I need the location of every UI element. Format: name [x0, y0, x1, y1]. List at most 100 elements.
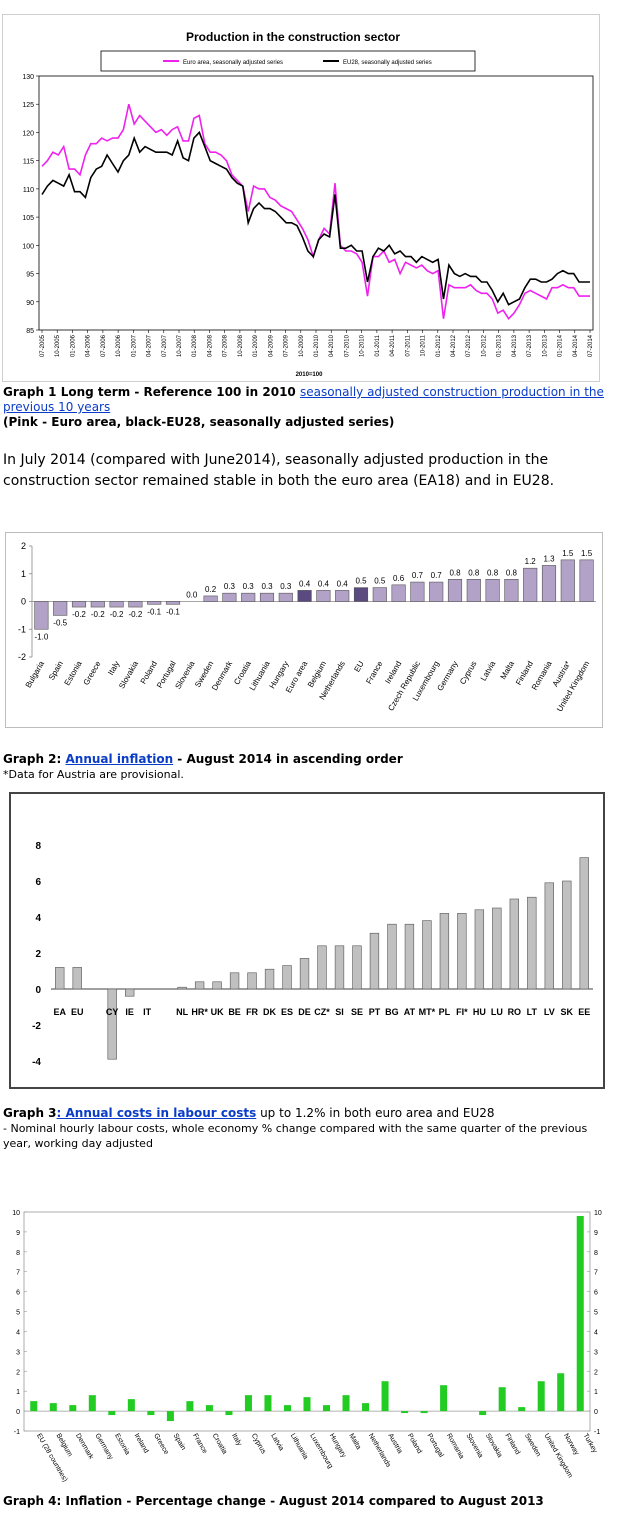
graph2-caption-link[interactable]: Annual inflation	[65, 752, 174, 766]
graph4-xtick-france: France	[191, 1433, 208, 1455]
graph3-bar-fr	[247, 972, 257, 990]
graph4-bar-finland	[498, 1387, 506, 1412]
graph1-xtick-10-2006: 10-2006	[116, 334, 122, 357]
graph2-xtick-france: France	[364, 659, 385, 686]
graph3-xtick-es: ES	[281, 1007, 293, 1017]
graph1-xtick-01-2010: 01-2010	[314, 334, 320, 357]
graph3-bar-fi	[457, 913, 467, 990]
graph1-ytick-115: 115	[23, 159, 34, 166]
graph1-xtick-07-2008: 07-2008	[223, 334, 229, 357]
graph4-bar-croatia	[205, 1405, 213, 1412]
graph4-bar-estonia	[108, 1411, 116, 1416]
graph4-ytick-right-7: 7	[594, 1270, 598, 1277]
graph4-xtick-italy: Italy	[230, 1433, 243, 1448]
graph2-bar-denmark	[222, 592, 237, 602]
graph4-bar-germany	[88, 1395, 96, 1412]
graph4-xtick-hungary: Hungary	[328, 1433, 348, 1460]
graph3-xtick-nl: NL	[176, 1007, 188, 1017]
graph2-bar-estonia	[71, 601, 87, 608]
graph4-bar-austria	[381, 1381, 389, 1412]
graph4-xtick-austria: Austria	[386, 1433, 403, 1455]
graph3-xtick-pl: PL	[439, 1007, 451, 1017]
graph3-xtick-uk: UK	[211, 1007, 224, 1017]
graph1-ytick-90: 90	[26, 300, 34, 307]
graph4-ytick-left-4: 4	[16, 1329, 20, 1336]
graph2-value-czech-republic: 0.7	[412, 571, 424, 580]
graph2-value-poland: -0.1	[147, 607, 161, 616]
graph1-xtick-04-2010: 04-2010	[329, 334, 335, 357]
graph3-xtick-cz: CZ*	[314, 1007, 330, 1017]
graph4-ytick-left-1: 1	[16, 1389, 20, 1396]
graph2-bar-austria	[560, 559, 575, 602]
graph3-note: - Nominal hourly labour costs, whole eco…	[3, 1122, 588, 1150]
graph3-ytick-6: 6	[35, 877, 41, 888]
graph2-bar-greece	[90, 601, 105, 608]
graph3-xtick-se: SE	[351, 1007, 363, 1017]
graph4-xtick-croatia: Croatia	[211, 1433, 228, 1456]
graph1-ytick-100: 100	[22, 243, 34, 250]
graph3-ytick-8: 8	[35, 841, 41, 852]
graph2-bar-euro-area	[297, 590, 312, 602]
graph1-series-eu28-seasonally-adjusted-series	[41, 130, 590, 306]
graph3-caption-link[interactable]: : Annual costs in labour costs	[56, 1106, 257, 1120]
graph3-xtick-lt: LT	[527, 1007, 538, 1017]
graph4-xtick-sweden: Sweden	[523, 1433, 542, 1458]
graph2-bar-belgium	[316, 590, 331, 602]
graph2-bar-united-kingdom	[579, 559, 594, 602]
graph1-legend-box	[100, 50, 476, 72]
graph4-xtick-germany: Germany	[94, 1433, 115, 1462]
graph4-bar-italy	[225, 1411, 233, 1416]
graph1-xtick-01-2013: 01-2013	[497, 334, 503, 357]
graph2-value-denmark: 0.3	[224, 582, 236, 591]
graph2-bar-poland	[147, 601, 162, 605]
graph2-value-ireland: 0.6	[393, 574, 405, 583]
graph4-ytick-right-1: 1	[594, 1389, 598, 1396]
graph4-bar-spain	[166, 1411, 174, 1422]
graph1-xtick-07-2012: 07-2012	[466, 334, 472, 357]
graph2-value-greece: -0.2	[91, 610, 105, 619]
graph3-xtick-at: AT	[404, 1007, 416, 1017]
graph2-value-united-kingdom: 1.5	[581, 549, 593, 558]
graph1-ytick-110: 110	[23, 187, 34, 194]
graph3-xtick-hu: HU	[473, 1007, 486, 1017]
graph2-value-italy: -0.2	[110, 610, 124, 619]
graph4-ytick-right-4: 4	[594, 1329, 598, 1336]
graph4-plot-area	[23, 1211, 591, 1432]
graph4-bar-slovakia	[479, 1411, 487, 1416]
graph3-bar-lv	[544, 882, 554, 990]
graph3-xtick-pt: PT	[369, 1007, 381, 1017]
graph3-xtick-ro: RO	[508, 1007, 522, 1017]
graph3-bar-eu	[72, 967, 82, 990]
graph4-ytick-right-9: 9	[594, 1230, 598, 1237]
graph4-xtick-estonia: Estonia	[113, 1433, 131, 1457]
graph1-xtick-01-2006: 01-2006	[70, 334, 76, 357]
graph3-bar-lt	[527, 896, 537, 990]
graph3-xtick-cy: CY	[106, 1007, 119, 1017]
graph2-bar-france	[372, 587, 387, 602]
graph3-ytick-4: 4	[35, 913, 41, 924]
graph2-value-romania: 1.3	[543, 554, 555, 563]
graph3-xtick-ie: IE	[125, 1007, 134, 1017]
graph3-bar-hr	[194, 981, 205, 990]
graph2-value-germany: 0.8	[449, 568, 461, 577]
graph4-xtick-slovenia: Slovenia	[464, 1433, 484, 1460]
graph4-ytick-left-10: 10	[12, 1210, 20, 1217]
graph1-xtick-10-2012: 10-2012	[481, 334, 487, 357]
graph2-ytick-0: 0	[21, 597, 26, 607]
graph3-ytick-0: 0	[35, 985, 41, 996]
graph1-xtick-07-2007: 07-2007	[162, 334, 168, 357]
graph1-caption-link[interactable]: seasonally adjusted construction product…	[3, 385, 604, 414]
graph2-value-euro-area: 0.4	[299, 579, 311, 588]
graph3-xtick-si: SI	[335, 1007, 344, 1017]
graph4-ytick-right-10: 10	[594, 1210, 602, 1217]
graph1-xtick-04-2009: 04-2009	[268, 334, 274, 357]
graph3-bar-lu	[492, 907, 502, 990]
graph3-xtick-dk: DK	[263, 1007, 276, 1017]
graph3-caption: Graph 3: Annual costs in labour costs up…	[3, 1106, 613, 1151]
graph2-bar-ireland	[391, 584, 406, 602]
graph3-caption-lead: Graph 3	[3, 1106, 57, 1120]
graph4-xtick-norway: Norway	[562, 1433, 580, 1457]
graph2-bar-malta	[504, 578, 519, 602]
graph2-value-hungary: 0.3	[280, 582, 292, 591]
graph2-value-sweden: 0.2	[205, 585, 217, 594]
